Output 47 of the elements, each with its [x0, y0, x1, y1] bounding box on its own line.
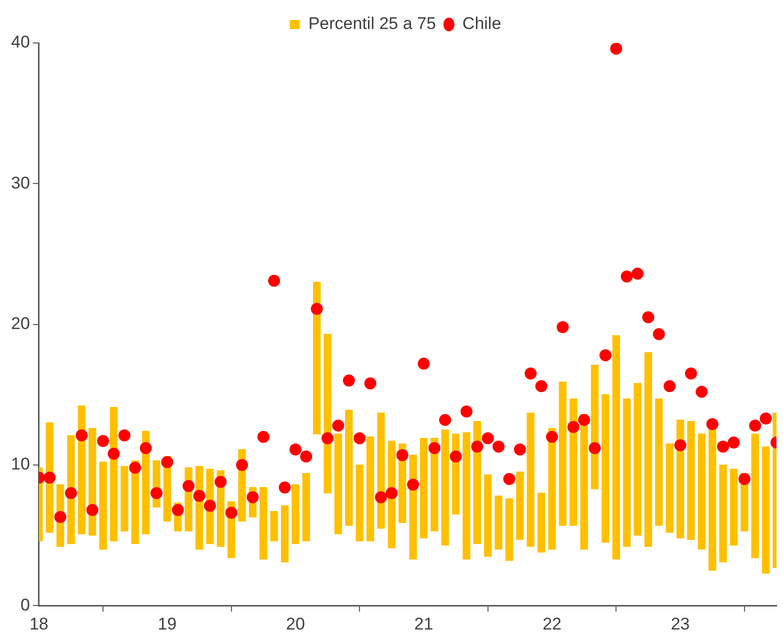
bar — [99, 462, 107, 550]
bar — [270, 511, 278, 542]
x-tick-label: 21 — [414, 614, 434, 634]
bar — [420, 438, 428, 538]
bar — [292, 484, 300, 544]
legend-label: Percentil 25 a 75 — [308, 14, 436, 34]
y-tick-label: 20 — [10, 314, 30, 333]
bar — [644, 352, 652, 547]
bar — [280, 505, 289, 562]
bar — [612, 335, 620, 560]
bar — [537, 492, 546, 552]
bar — [634, 383, 642, 536]
bar — [687, 421, 695, 540]
bar — [602, 394, 610, 543]
bar — [516, 472, 524, 540]
bar — [494, 496, 502, 550]
bar — [441, 429, 449, 546]
bar — [719, 464, 727, 562]
bar — [120, 466, 128, 532]
bar — [730, 468, 738, 546]
x-tick-label: 20 — [286, 614, 305, 634]
x-tick-label: 19 — [158, 614, 177, 634]
x-tick-label: 22 — [542, 614, 562, 634]
bar — [334, 434, 342, 534]
bar — [623, 398, 631, 547]
bar — [558, 382, 567, 526]
legend-label: Chile — [462, 14, 502, 34]
y-tick-label: 0 — [20, 595, 30, 614]
bar — [484, 474, 492, 557]
bar — [762, 446, 770, 574]
bar — [666, 444, 674, 533]
y-tick-label: 40 — [10, 32, 30, 52]
bar — [345, 410, 353, 526]
bar — [698, 434, 706, 550]
bar — [366, 436, 374, 542]
bar — [260, 487, 268, 560]
y-tick-label: 10 — [10, 454, 30, 474]
bar — [751, 434, 759, 558]
bar — [462, 432, 470, 560]
bar — [302, 473, 310, 542]
x-tick-label: 18 — [29, 614, 48, 634]
y-tick-label: 30 — [10, 173, 30, 192]
bar — [655, 398, 663, 526]
x-tick-label: 23 — [670, 614, 690, 634]
bar — [356, 464, 364, 542]
bar — [526, 412, 534, 547]
bar — [505, 498, 514, 561]
